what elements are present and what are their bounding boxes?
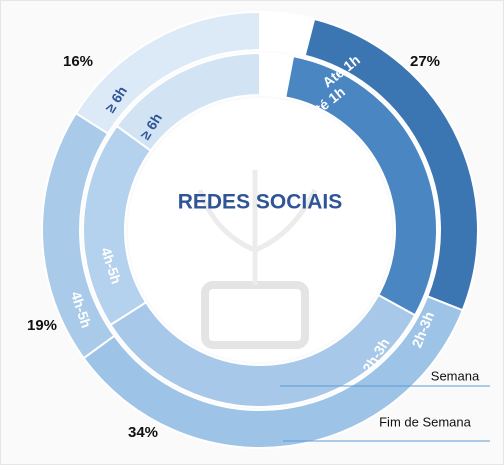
donut-segment	[74, 10, 261, 135]
donut-segment	[109, 293, 417, 408]
value-label: 19%	[27, 317, 57, 334]
value-label: 16%	[63, 53, 93, 70]
donut-segment	[115, 51, 261, 153]
rings	[41, 10, 479, 449]
chart-title: REDES SOCIAIS	[178, 191, 343, 214]
icon-tree	[197, 170, 318, 285]
value-label: 34%	[128, 424, 158, 441]
value-label: 27%	[410, 53, 440, 70]
center-disc	[128, 98, 392, 362]
legend-label: Fim de Semana	[379, 414, 472, 429]
legend-label: Semana	[431, 368, 480, 383]
